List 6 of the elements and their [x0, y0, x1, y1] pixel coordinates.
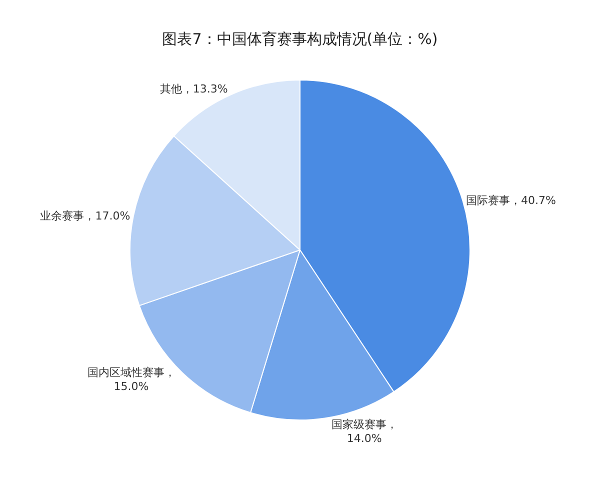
slice-label: 其他，13.3%	[160, 82, 228, 96]
slice-label: 国内区域性赛事， 15.0%	[87, 366, 176, 394]
slice-label: 业余赛事，17.0%	[40, 209, 130, 222]
chart-title: 图表7：中国体育赛事构成情况(单位：%)	[162, 30, 438, 48]
slice-label: 国际赛事，40.7%	[466, 194, 556, 207]
slice-label: 国家级赛事， 14.0%	[331, 418, 398, 446]
